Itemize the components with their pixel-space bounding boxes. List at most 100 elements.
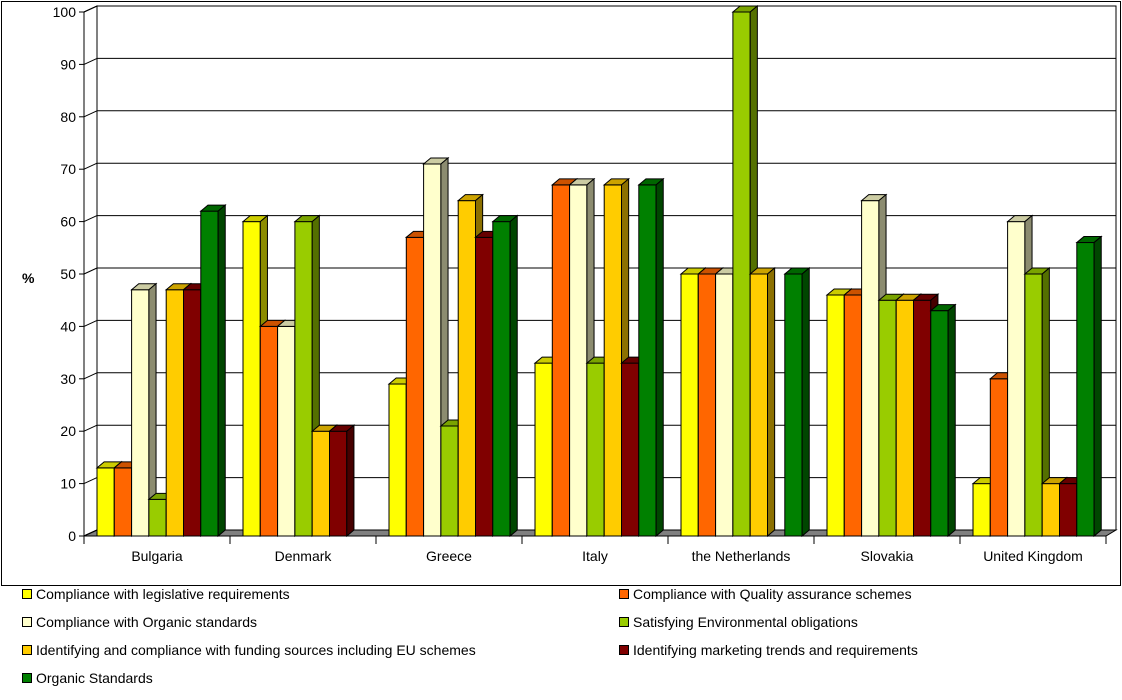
x-tick-label: Denmark [275,548,333,564]
bar-front [1041,483,1060,537]
bar-side [947,303,956,538]
bar-front [913,299,932,537]
bar-front [457,200,477,537]
bar-front [242,221,261,537]
y-tick-label: 70 [60,161,76,177]
legend-label: Identifying marketing trends and require… [633,642,918,658]
bar-front [440,425,459,537]
bar [748,266,777,538]
legend-swatch [22,589,32,599]
gridline-depth [83,57,98,65]
bar-front [534,362,553,537]
bar-front [784,273,803,537]
gridline-depth [83,319,98,327]
bar-side [801,266,810,538]
bar [1075,235,1103,538]
gridline-depth [83,267,98,275]
bar-front [259,325,279,537]
legend-label: Organic Standards [36,670,153,686]
bar-front [732,11,751,537]
legend-label: Compliance with legislative requirements [36,586,290,602]
gridline-depth [83,215,98,223]
legend-swatch [619,589,629,599]
bar-front [603,184,623,537]
bar-front [294,221,313,537]
x-tick-label: Bulgaria [131,548,183,564]
y-tick-label: 10 [60,476,76,492]
bar-front [131,289,150,537]
bar [491,214,519,538]
y-tick-label: 50 [60,266,76,282]
bar-front [1076,242,1095,537]
legend-item: Identifying marketing trends and require… [619,642,918,658]
bar-front [200,210,219,537]
bar-front [680,273,699,537]
bar-front [972,483,991,537]
bar-front [878,299,897,537]
legend-swatch [22,617,32,627]
gridline-depth [83,372,98,380]
y-tick-label: 20 [60,423,76,439]
bar-front [475,236,494,537]
bar-front [826,294,845,537]
bar-front [638,184,657,537]
gridline-depth [83,162,98,170]
bar-front [113,467,133,537]
bar-front [895,299,915,537]
bar-front [1024,273,1043,537]
bar-front [861,200,880,537]
legend-swatch [22,645,32,655]
y-tick-label: 40 [60,318,76,334]
y-tick-label: 30 [60,371,76,387]
bar-front [715,273,734,537]
bar-front [492,221,511,537]
bar-front [183,289,202,537]
bar-side [655,177,664,538]
bar-front [423,163,442,537]
bar-front [148,498,167,537]
bar-front [405,236,425,537]
legend-label: Satisfying Environmental obligations [633,614,858,630]
gridline-depth [83,477,98,485]
legend-label: Compliance with Quality assurance scheme… [633,586,912,602]
bar-front [697,273,717,537]
y-tick-label: 60 [60,214,76,230]
legend-swatch [619,645,629,655]
bar [199,204,227,538]
legend-item: Compliance with Quality assurance scheme… [619,586,912,602]
bar-side [767,266,776,538]
x-tick-label: United Kingdom [983,548,1083,564]
bar [130,282,158,538]
bar-front [569,184,588,537]
bar-front [843,294,863,537]
bar-side [217,204,226,538]
tick-labels: 0 10 20 30 40 50 60 70 80 90 100 Bulgaria Denmark Gre… [53,4,1083,564]
bar-front [1007,221,1026,537]
y-tick-label: 90 [60,56,76,72]
bar [929,303,957,538]
bar-front [96,467,115,537]
legend-swatch [619,617,629,627]
bar-side [346,424,355,538]
legend-label: Compliance with Organic standards [36,614,257,630]
x-tick-label: Italy [582,548,608,564]
bar-front [551,184,571,537]
bar-front [388,383,407,537]
bar-front [329,430,348,537]
y-axis-label: % [22,270,35,286]
bar-front [1059,483,1078,537]
legend-item: Organic Standards [22,670,153,686]
bar-front [930,310,949,537]
bar-front [621,362,640,537]
bar-front [586,362,605,537]
bars [95,4,1103,538]
legend-item: Satisfying Environmental obligations [619,614,858,630]
bar-front [749,273,769,537]
y-tick-label: 80 [60,109,76,125]
x-tick-label: Greece [426,548,472,564]
bar-front [277,325,296,537]
bar [637,177,665,538]
y-tick-label: 100 [53,4,77,20]
bar [783,266,811,538]
